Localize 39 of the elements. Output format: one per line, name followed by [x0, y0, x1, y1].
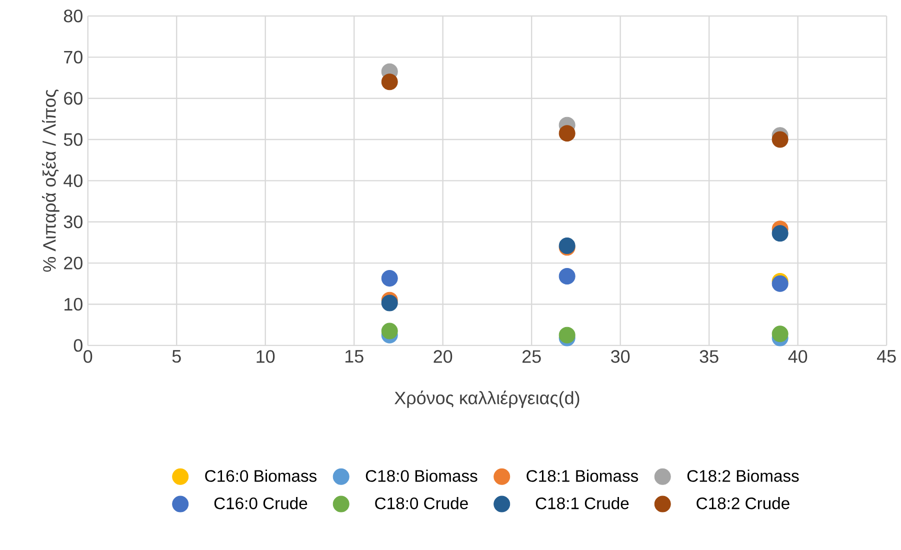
y-tick-label: 20 [64, 256, 82, 270]
point [381, 322, 398, 340]
y-tick-label: 50 [64, 133, 82, 146]
point [558, 125, 576, 142]
legend-label: C18:0 Biomass [366, 470, 478, 482]
point [772, 225, 788, 242]
legend-label: C18:2 Crude [696, 496, 790, 510]
legend-label: C18:2 Biomass [687, 470, 799, 482]
x-tick-label: 45 [876, 350, 896, 363]
x-tick-label: 20 [434, 350, 452, 363]
point [558, 326, 576, 344]
x-tick-label: 25 [522, 350, 541, 363]
y-tick-label: 30 [64, 215, 82, 228]
x-tick-label: 5 [172, 350, 181, 363]
x-tick-label: 35 [700, 350, 718, 363]
y-tick-label: 10 [64, 298, 82, 311]
legend-label: C16:0 Biomass [205, 470, 317, 482]
y-tick-label: 70 [64, 50, 82, 64]
point [381, 74, 398, 90]
x-axis-title: Χρόνος καλλιέργειας(d) [394, 390, 580, 408]
legend-label: C18:0 Crude [375, 496, 468, 510]
legend-label: C16:0 Crude [214, 496, 308, 510]
x-tick-label: 15 [345, 350, 364, 363]
point [772, 131, 788, 148]
y-axis-title: % Λιπαρά οξέα / Λίπος [42, 90, 60, 272]
y-tick-label: 0 [74, 339, 82, 352]
x-tick-label: 40 [788, 350, 808, 363]
y-tick-label: 40 [64, 174, 82, 188]
y-tick-label: 60 [64, 92, 82, 105]
x-tick-label: 10 [256, 350, 275, 363]
y-tick-label: 80 [64, 10, 82, 22]
x-tick-label: 30 [611, 350, 630, 363]
legend-label: C18:1 Biomass [526, 470, 638, 482]
x-tick-label: 0 [84, 350, 92, 363]
point [381, 270, 398, 287]
point [772, 326, 788, 342]
point [558, 268, 576, 284]
legend-label: C18:1 Crude [536, 496, 629, 510]
point [381, 294, 398, 312]
